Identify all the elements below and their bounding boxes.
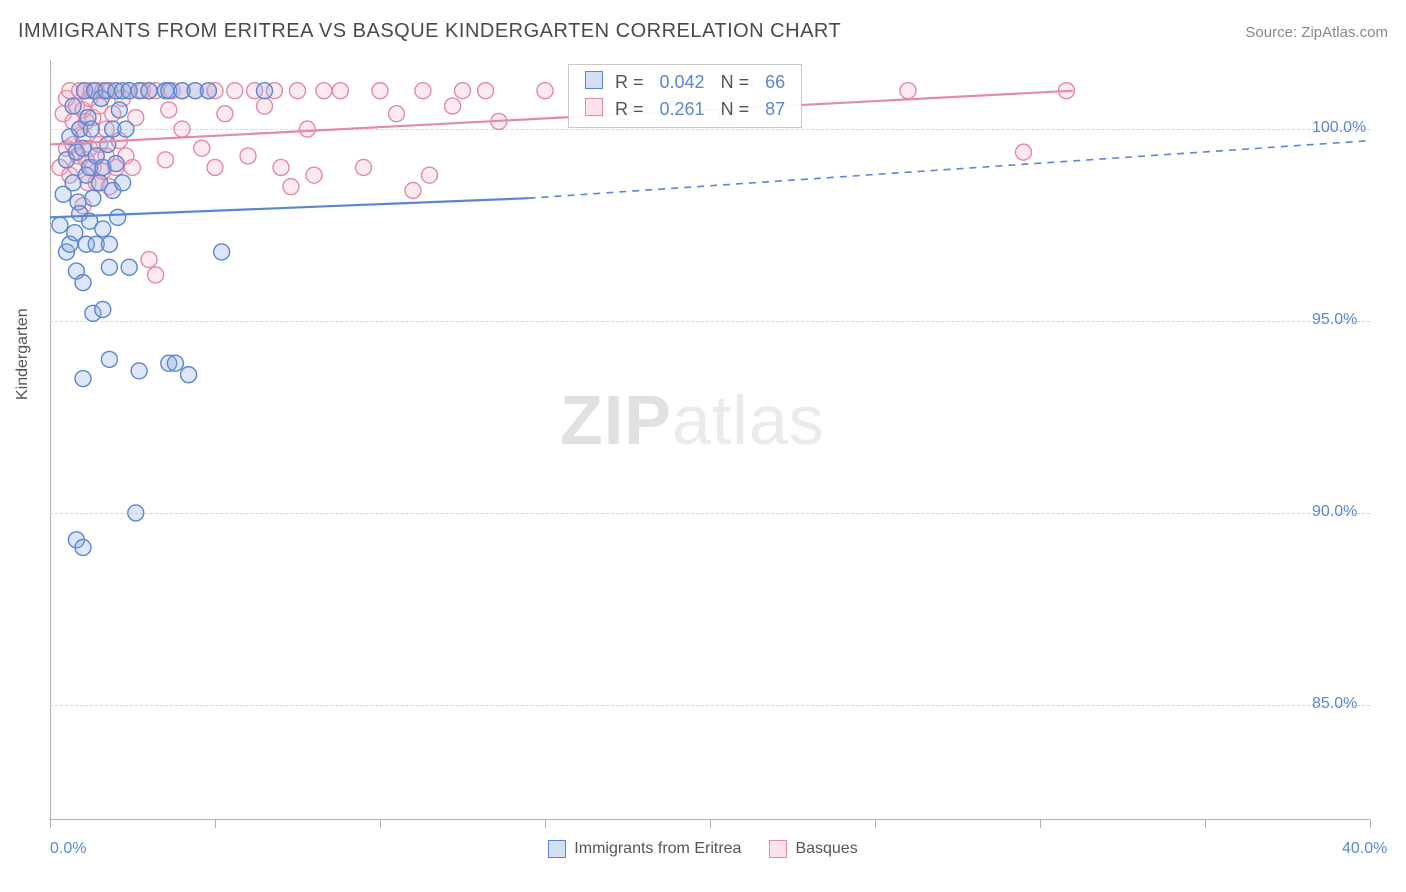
data-point-eritrea [108,156,124,172]
data-point-basques [174,121,190,137]
legend-swatch-eritrea [548,840,566,858]
legend-bottom: Immigrants from Eritrea Basques [0,840,1406,858]
data-point-basques [207,159,223,175]
data-point-basques [422,167,438,183]
legend-label: Basques [795,840,857,858]
data-point-basques [389,106,405,122]
legend-n-label: N = [713,69,758,96]
title-bar: IMMIGRANTS FROM ERITREA VS BASQUE KINDER… [18,20,1388,43]
data-point-eritrea [95,221,111,237]
legend-r-value: 0.261 [652,96,713,123]
chart-title: IMMIGRANTS FROM ERITREA VS BASQUE KINDER… [18,20,841,43]
data-point-basques [306,167,322,183]
x-tick [380,820,381,828]
data-point-basques [158,152,174,168]
x-tick [1205,820,1206,828]
data-point-basques [161,102,177,118]
legend-label: Immigrants from Eritrea [574,840,741,858]
data-point-eritrea [200,83,216,99]
legend-stat-row: R =0.042N =66 [577,69,793,96]
data-point-basques [257,98,273,114]
data-point-eritrea [214,244,230,260]
x-tick [1040,820,1041,828]
data-point-basques [240,148,256,164]
legend-r-label: R = [607,69,652,96]
x-tick [875,820,876,828]
legend-r-value: 0.042 [652,69,713,96]
data-point-eritrea [85,190,101,206]
data-point-eritrea [167,355,183,371]
trend-line-eritrea [50,198,529,217]
data-point-basques [290,83,306,99]
legend-entry-basques: Basques [769,840,857,858]
legend-entry-eritrea: Immigrants from Eritrea [548,840,741,858]
data-point-eritrea [128,505,144,521]
data-point-eritrea [101,236,117,252]
x-tick [1370,820,1371,828]
data-point-basques [141,252,157,268]
data-point-basques [194,140,210,156]
data-point-eritrea [111,102,127,118]
data-point-basques [415,83,431,99]
data-point-basques [316,83,332,99]
trend-line-dash-eritrea [529,141,1371,199]
data-point-eritrea [75,539,91,555]
y-axis-label: Kindergarten [14,308,32,400]
trend-line-basques [50,91,1073,145]
data-point-basques [227,83,243,99]
data-point-eritrea [95,301,111,317]
source-credit: Source: ZipAtlas.com [1245,24,1388,41]
legend-r-label: R = [607,96,652,123]
data-point-eritrea [141,83,157,99]
data-point-basques [283,179,299,195]
data-point-eritrea [75,371,91,387]
data-point-basques [299,121,315,137]
data-point-eritrea [75,275,91,291]
data-point-basques [478,83,494,99]
source-value: ZipAtlas.com [1301,24,1388,41]
scatter-plot-svg [50,60,1370,820]
source-label: Source: [1245,24,1297,41]
data-point-basques [537,83,553,99]
data-point-basques [1016,144,1032,160]
x-tick [50,820,51,828]
x-tick [545,820,546,828]
legend-n-value: 66 [757,69,793,96]
data-point-basques [356,159,372,175]
legend-stats-box: R =0.042N =66R =0.261N =87 [568,64,802,128]
data-point-basques [125,159,141,175]
x-tick [710,820,711,828]
data-point-eritrea [101,351,117,367]
legend-swatch-basques [585,98,603,116]
data-point-basques [217,106,233,122]
data-point-eritrea [83,121,99,137]
x-tick [215,820,216,828]
data-point-basques [445,98,461,114]
legend-n-value: 87 [757,96,793,123]
data-point-basques [148,267,164,283]
data-point-basques [372,83,388,99]
data-point-eritrea [101,259,117,275]
data-point-eritrea [110,209,126,225]
data-point-eritrea [181,367,197,383]
data-point-eritrea [52,217,68,233]
data-point-eritrea [257,83,273,99]
data-point-eritrea [65,98,81,114]
data-point-basques [273,159,289,175]
legend-n-label: N = [713,96,758,123]
legend-swatch-basques [769,840,787,858]
data-point-eritrea [100,136,116,152]
data-point-basques [405,183,421,199]
data-point-eritrea [131,363,147,379]
data-point-eritrea [118,121,134,137]
legend-stat-row: R =0.261N =87 [577,96,793,123]
legend-swatch-eritrea [585,71,603,89]
data-point-eritrea [115,175,131,191]
data-point-basques [900,83,916,99]
data-point-eritrea [121,259,137,275]
data-point-basques [332,83,348,99]
data-point-basques [455,83,471,99]
